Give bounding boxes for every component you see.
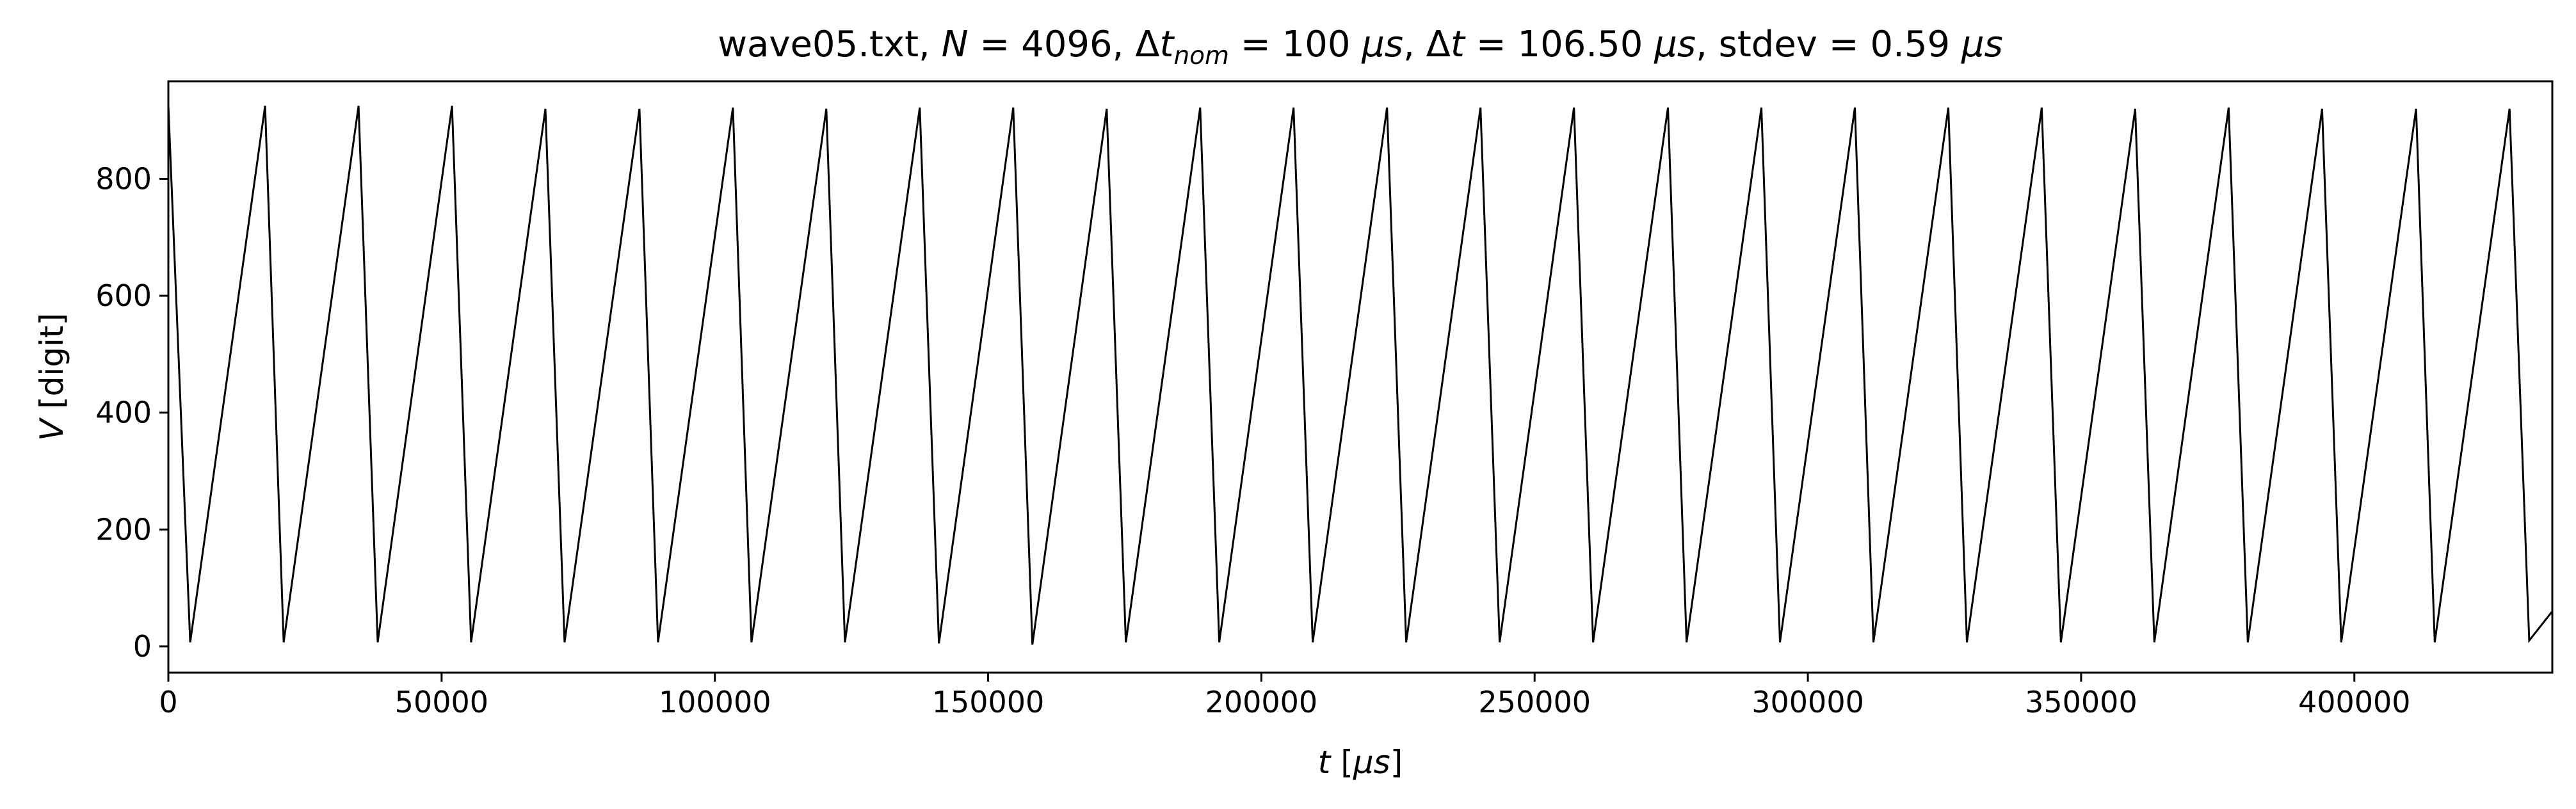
chart-title-part: , stdev = 0.59 [1696,24,1961,65]
y-axis-label-part: V [33,417,70,441]
chart-title: wave05.txt, N = 4096, Δtnom = 100 μs, Δt… [718,24,2003,70]
chart-title-part: nom [1173,42,1229,70]
x-tick-label: 250000 [1478,685,1591,719]
y-tick-label: 400 [95,396,152,430]
x-tick-label: 200000 [1205,685,1318,719]
x-tick-label: 150000 [932,685,1045,719]
x-axis-label-part: ] [1390,744,1403,781]
y-axis-label: V [digit] [33,313,70,441]
y-tick-label: 600 [95,278,152,313]
chart-title-part: t [1451,24,1466,65]
x-axis-label-part: t [1318,744,1332,781]
x-axis-label-part: [ [1330,744,1353,781]
x-tick-label: 100000 [659,685,771,719]
plot-area: 0 50000 100000 150000 200000 250000 300000 3500… [33,24,2554,781]
y-tick-label: 200 [95,512,152,547]
chart-title-part: , Δ [1403,24,1451,65]
chart-title-part: = 106.50 [1465,24,1654,65]
chart-title-part: wave05.txt, [718,24,941,65]
chart-title-part: μs [1654,24,1696,65]
x-tick-label: 300000 [1751,685,1864,719]
y-axis-label-part: [digit] [33,313,70,419]
chart-title-part: μs [1361,24,1403,65]
x-tick-label: 50000 [395,685,488,719]
chart-title-part: = 100 [1229,24,1362,65]
x-axis-label-part: μs [1353,744,1390,781]
x-tick-label: 350000 [2025,685,2137,719]
y-tick-label: 0 [133,629,152,664]
chart-title-part: = 4096, Δ [969,24,1160,65]
chart-title-part: N [942,24,969,65]
chart-title-part: t [1160,24,1175,65]
x-axis-label: t [μs] [1318,744,1403,781]
x-tick-label: 0 [159,685,177,719]
data-series-line-0 [168,106,2552,645]
x-tick-label: 400000 [2298,685,2411,719]
chart-title-part: μs [1961,24,2003,65]
y-tick-label: 800 [95,161,152,196]
axes-frame [167,80,2554,674]
